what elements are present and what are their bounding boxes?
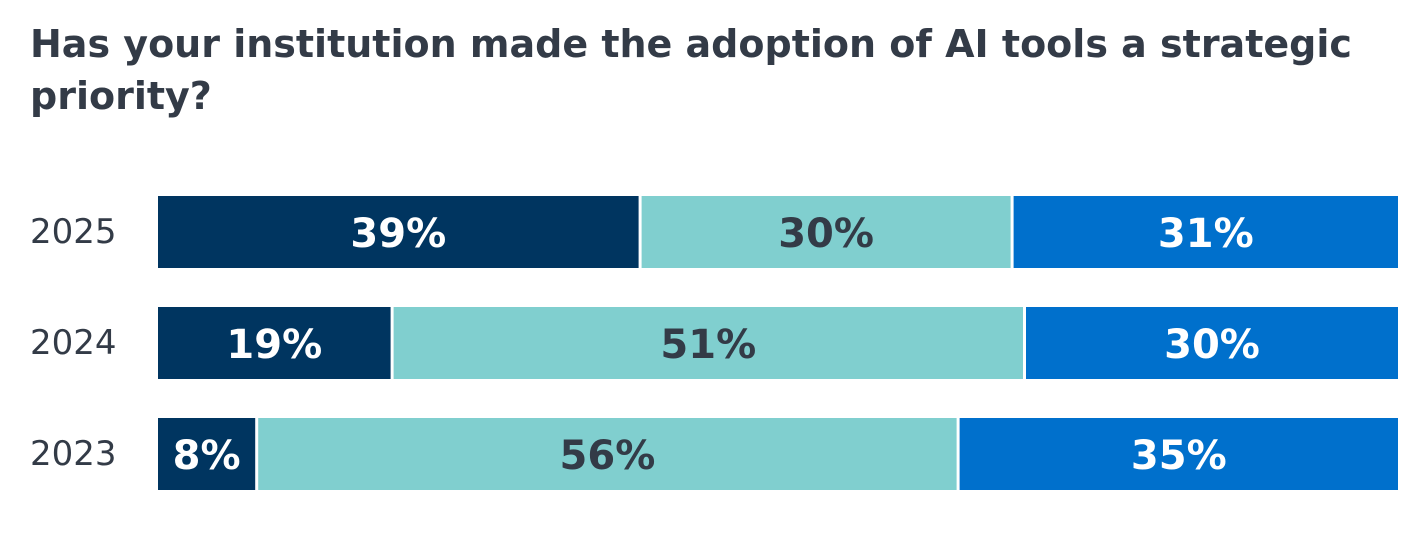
bar-segment-2023-3 [959,418,1398,490]
data-label-2024-3: 30% [1164,322,1260,368]
bar-segment-2023-1 [158,418,256,490]
data-label-2023-2: 56% [560,433,656,479]
category-label-2024: 2024 [30,323,117,363]
bars-layer: 39% 30% 31% 19% 51% 30% 8% 56% 35% [158,196,1398,490]
data-label-2025-2: 30% [778,211,874,257]
data-label-2023-3: 35% [1131,433,1227,479]
bar-segment-2024-1 [158,307,391,379]
data-label-2025-1: 39% [350,211,446,257]
bar-segment-2025-2 [641,196,1011,268]
chart-title: Has your institution made the adoption o… [30,22,1352,118]
category-label-2025: 2025 [30,212,117,252]
category-labels: 2025 2024 2023 [30,212,117,474]
category-label-2023: 2023 [30,434,117,474]
bar-segment-2025-1 [158,196,639,268]
data-label-2025-3: 31% [1158,211,1254,257]
data-label-2024-1: 19% [226,322,322,368]
bar-segment-2023-2 [258,418,957,490]
bar-segment-2025-3 [1013,196,1398,268]
data-label-2024-2: 51% [660,322,756,368]
bar-segment-2024-2 [393,307,1024,379]
bar-segment-2024-3 [1026,307,1398,379]
data-label-2023-1: 8% [173,433,241,479]
